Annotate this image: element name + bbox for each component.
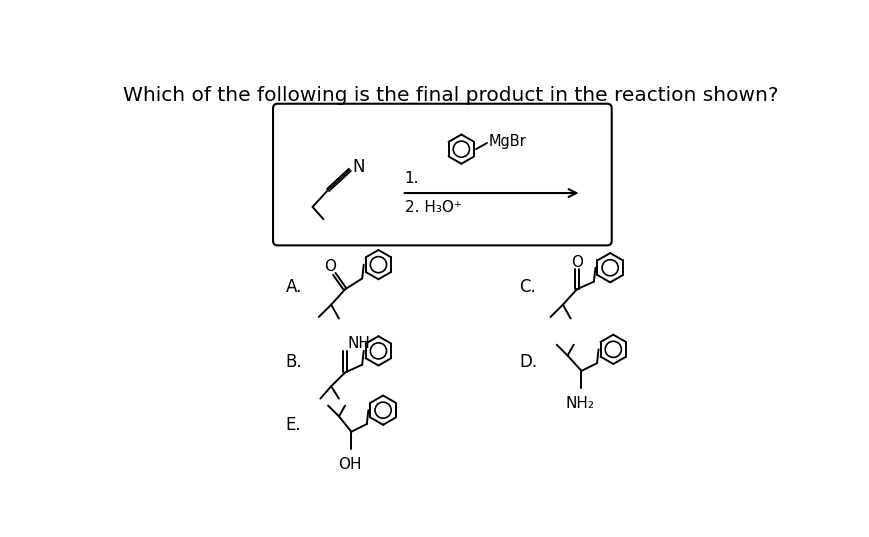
Text: C.: C.	[519, 279, 535, 296]
Text: O: O	[324, 259, 336, 274]
Text: 1.: 1.	[404, 171, 419, 186]
Text: OH: OH	[338, 457, 362, 472]
Text: O: O	[570, 255, 582, 270]
FancyBboxPatch shape	[273, 104, 611, 245]
Text: B.: B.	[285, 353, 302, 371]
Text: E.: E.	[285, 416, 301, 433]
Text: A.: A.	[285, 279, 302, 296]
Text: Which of the following is the final product in the reaction shown?: Which of the following is the final prod…	[123, 86, 777, 105]
Text: NH₂: NH₂	[565, 396, 594, 411]
Text: D.: D.	[519, 353, 537, 371]
Text: MgBr: MgBr	[488, 134, 526, 149]
Text: NH: NH	[347, 336, 370, 351]
Text: N: N	[353, 158, 365, 176]
Text: 2. H₃O⁺: 2. H₃O⁺	[404, 200, 461, 215]
